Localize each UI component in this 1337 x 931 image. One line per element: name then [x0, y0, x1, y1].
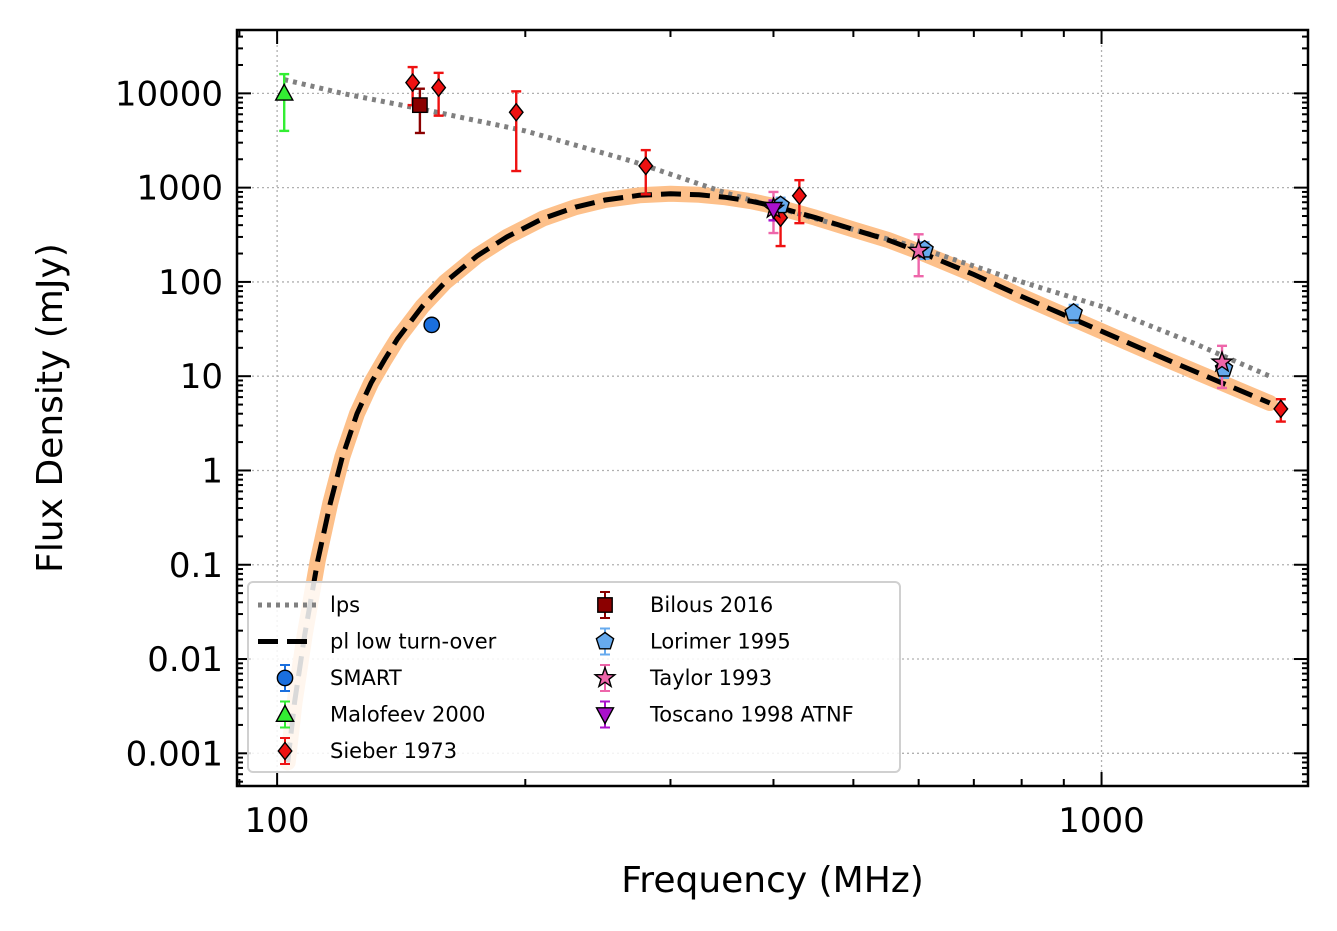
malofeev-2000-point — [274, 82, 294, 101]
taylor-1993-point — [1210, 350, 1234, 373]
sieber-1973-point — [1273, 399, 1289, 419]
y-tick-label: 1000 — [136, 169, 223, 209]
legend: lps pl low turn-over SMART Malofeev 2000 Sie… — [247, 581, 901, 773]
lorimer-1995-point — [1064, 302, 1084, 321]
taylor-1993-point — [906, 238, 931, 261]
pl-low-turnover-line — [285, 191, 1271, 763]
legend-pl-low-turn-over-label: pl low turn-over — [330, 630, 497, 654]
legend-lorimer-1995-marker — [595, 631, 615, 650]
legend-lps-label: lps — [330, 593, 360, 617]
y-tick-label: 0.1 — [169, 546, 223, 586]
legend-bilous-2016-marker — [597, 597, 613, 613]
tick-labels: 100 1000 0.001 0.01 0.1 1 10 100 1000 10000 — [115, 74, 1145, 841]
smart-point — [423, 316, 441, 334]
toscano-1998-atnf-point — [763, 201, 784, 220]
legend-taylor-1993-marker — [593, 665, 617, 689]
legend-bilous-2016-label: Bilous 2016 — [650, 593, 773, 617]
y-tick-label: 100 — [158, 263, 223, 303]
legend-toscano-1998-atnf-marker — [595, 707, 615, 725]
error-bars — [279, 65, 1286, 423]
x-tick-label: 1000 — [1058, 801, 1145, 841]
legend-malofeev-2000-marker — [275, 704, 295, 722]
legend-malofeev-2000-label: Malofeev 2000 — [330, 703, 485, 727]
x-tick-label: 100 — [245, 801, 310, 841]
y-tick-label: 10 — [180, 357, 223, 397]
y-tick-label: 0.001 — [126, 734, 223, 774]
y-axis-label: Flux Density (mJy) — [30, 243, 71, 573]
y-tick-label: 0.01 — [147, 640, 223, 680]
legend-sieber-1973-marker — [277, 741, 293, 761]
bilous-2016-point — [411, 97, 428, 114]
legend-toscano-1998-atnf-label: Toscano 1998 ATNF — [649, 703, 854, 727]
legend-smart-label: SMART — [330, 666, 402, 690]
sieber-1973-point — [405, 72, 421, 93]
y-tick-label: 10000 — [115, 74, 223, 114]
sieber-1973-point — [638, 156, 654, 176]
legend-taylor-1993-label: Taylor 1993 — [649, 666, 772, 690]
legend-box — [247, 581, 901, 773]
legend-smart-marker — [276, 669, 294, 687]
legend-sieber-1973-label: Sieber 1973 — [330, 739, 457, 763]
sieber-1973-point — [791, 186, 807, 206]
sieber-1973-point — [508, 102, 524, 122]
data-markers — [274, 72, 1289, 419]
legend-lorimer-1995-label: Lorimer 1995 — [650, 630, 791, 654]
sieber-1973-point — [431, 77, 447, 98]
y-tick-label: 1 — [201, 451, 223, 491]
x-axis-label: Frequency (MHz) — [621, 860, 924, 901]
